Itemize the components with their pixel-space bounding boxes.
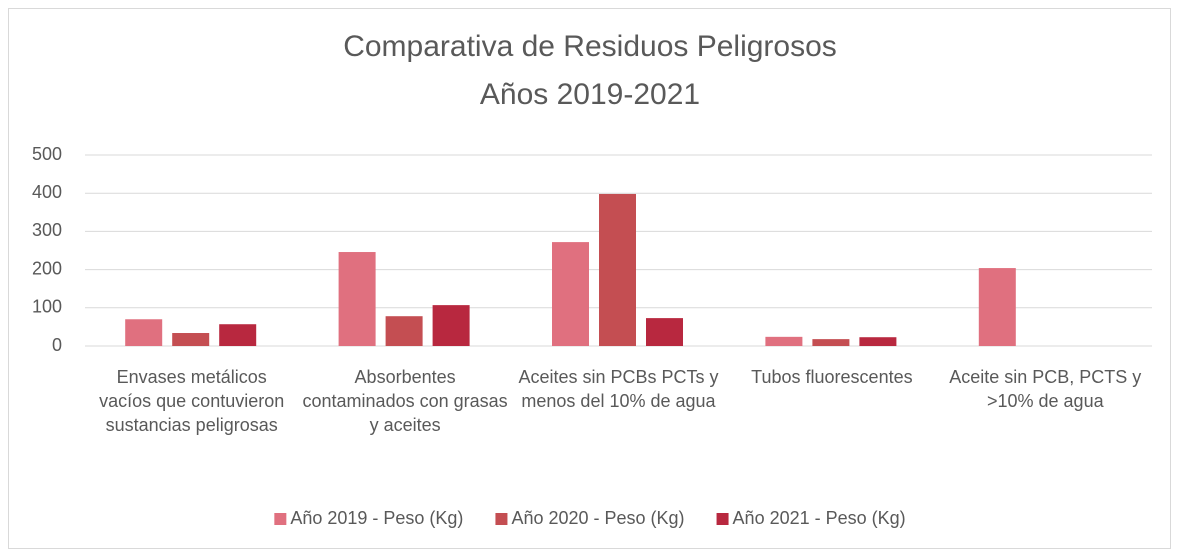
bar	[172, 333, 210, 346]
bar	[432, 305, 470, 346]
legend-label: Año 2020 - Peso (Kg)	[511, 508, 684, 528]
y-tick-label: 200	[32, 258, 62, 278]
bar	[385, 316, 423, 346]
x-tick-label: Aceite sin PCB, PCTS y >10% de agua	[949, 367, 1142, 411]
legend-label: Año 2021 - Peso (Kg)	[733, 508, 906, 528]
chart-subtitle: Años 2019-2021	[480, 78, 700, 111]
y-tick-label: 100	[32, 297, 62, 317]
y-tick-label: 0	[52, 335, 62, 355]
x-tick-label: Envases metálicos vacíos que contuvieron…	[99, 367, 285, 435]
x-tick-label: Absorbentes contaminados con grasas y ac…	[302, 367, 508, 435]
bar	[552, 242, 589, 346]
chart-title: Comparativa de Residuos Peligrosos	[343, 30, 837, 63]
bar	[765, 336, 803, 346]
x-tick-label: Tubos fluorescentes	[751, 367, 913, 387]
y-tick-label: 400	[32, 182, 62, 202]
legend-swatch	[274, 513, 287, 525]
bar	[125, 319, 163, 346]
chart-border	[8, 8, 1171, 549]
y-tick-label: 300	[32, 220, 62, 240]
y-tick-label: 500	[32, 144, 62, 164]
bar	[646, 318, 683, 346]
x-tick-label: Aceites sin PCBs PCTs y menos del 10% de…	[518, 367, 719, 411]
bar	[338, 252, 376, 346]
bar	[599, 193, 636, 346]
bar	[812, 339, 850, 346]
legend-label: Año 2019 - Peso (Kg)	[290, 508, 463, 528]
legend-swatch	[716, 513, 729, 525]
bar	[978, 268, 1016, 346]
legend-swatch	[495, 513, 508, 525]
bar	[859, 337, 897, 346]
bar	[219, 324, 257, 346]
